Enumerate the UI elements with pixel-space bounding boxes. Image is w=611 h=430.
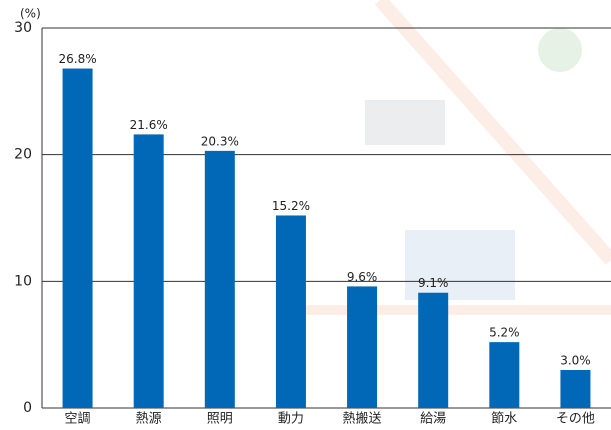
x-tick-label: 熱源 bbox=[136, 412, 162, 427]
data-label: 3.0% bbox=[560, 354, 591, 368]
y-tick-label: 10 bbox=[14, 273, 32, 289]
data-label: 20.3% bbox=[201, 134, 239, 148]
bar bbox=[489, 342, 520, 408]
x-tick-label: 節水 bbox=[491, 412, 517, 427]
data-label: 26.8% bbox=[59, 52, 97, 66]
bar bbox=[204, 150, 235, 408]
bar bbox=[275, 215, 306, 408]
y-tick-label: 30 bbox=[14, 20, 32, 36]
y-axis-label: (%) bbox=[20, 7, 41, 21]
bar bbox=[560, 370, 591, 408]
data-label: 15.2% bbox=[272, 199, 310, 213]
y-tick-label: 20 bbox=[14, 147, 32, 163]
bar bbox=[418, 292, 449, 408]
bar bbox=[133, 134, 164, 408]
x-tick-label: 動力 bbox=[278, 412, 304, 427]
x-tick-label: 空調 bbox=[65, 412, 91, 427]
data-label: 5.2% bbox=[489, 326, 520, 340]
y-tick-label: 0 bbox=[23, 400, 32, 416]
bar bbox=[347, 286, 378, 408]
data-label: 9.6% bbox=[347, 270, 378, 284]
x-tick-label: 熱搬送 bbox=[343, 412, 382, 427]
x-tick-label: その他 bbox=[556, 412, 595, 427]
data-label: 9.1% bbox=[418, 276, 449, 290]
bar bbox=[62, 68, 93, 409]
x-tick-label: 給湯 bbox=[420, 412, 446, 427]
data-label: 21.6% bbox=[130, 118, 168, 132]
x-tick-label: 照明 bbox=[207, 412, 233, 427]
